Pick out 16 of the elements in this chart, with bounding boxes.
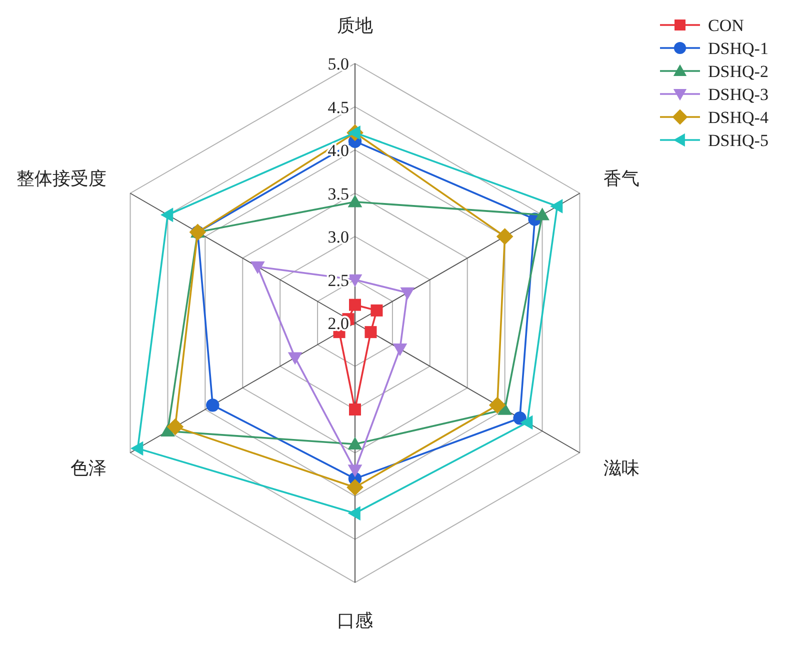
y-tick-label: 3.0 [328,228,349,246]
legend-label: DSHQ-5 [708,131,768,150]
legend-label: DSHQ-1 [708,39,768,58]
legend-label: DSHQ-3 [708,85,768,104]
legend-label: DSHQ-4 [708,108,769,127]
y-tick-label: 5.0 [328,54,349,74]
spoke-label: 口感 [337,610,373,632]
legend-label: DSHQ-2 [708,62,768,81]
y-tick-label: 4.5 [328,98,349,117]
spoke-label: 色泽 [70,458,106,479]
spoke-label: 整体接受度 [16,168,106,190]
spoke-label: 香气 [604,168,640,190]
spoke-label: 滋味 [604,458,640,479]
legend-label: CON [708,16,744,35]
y-tick-label: 3.5 [328,184,349,204]
spoke-label: 质地 [337,16,373,36]
